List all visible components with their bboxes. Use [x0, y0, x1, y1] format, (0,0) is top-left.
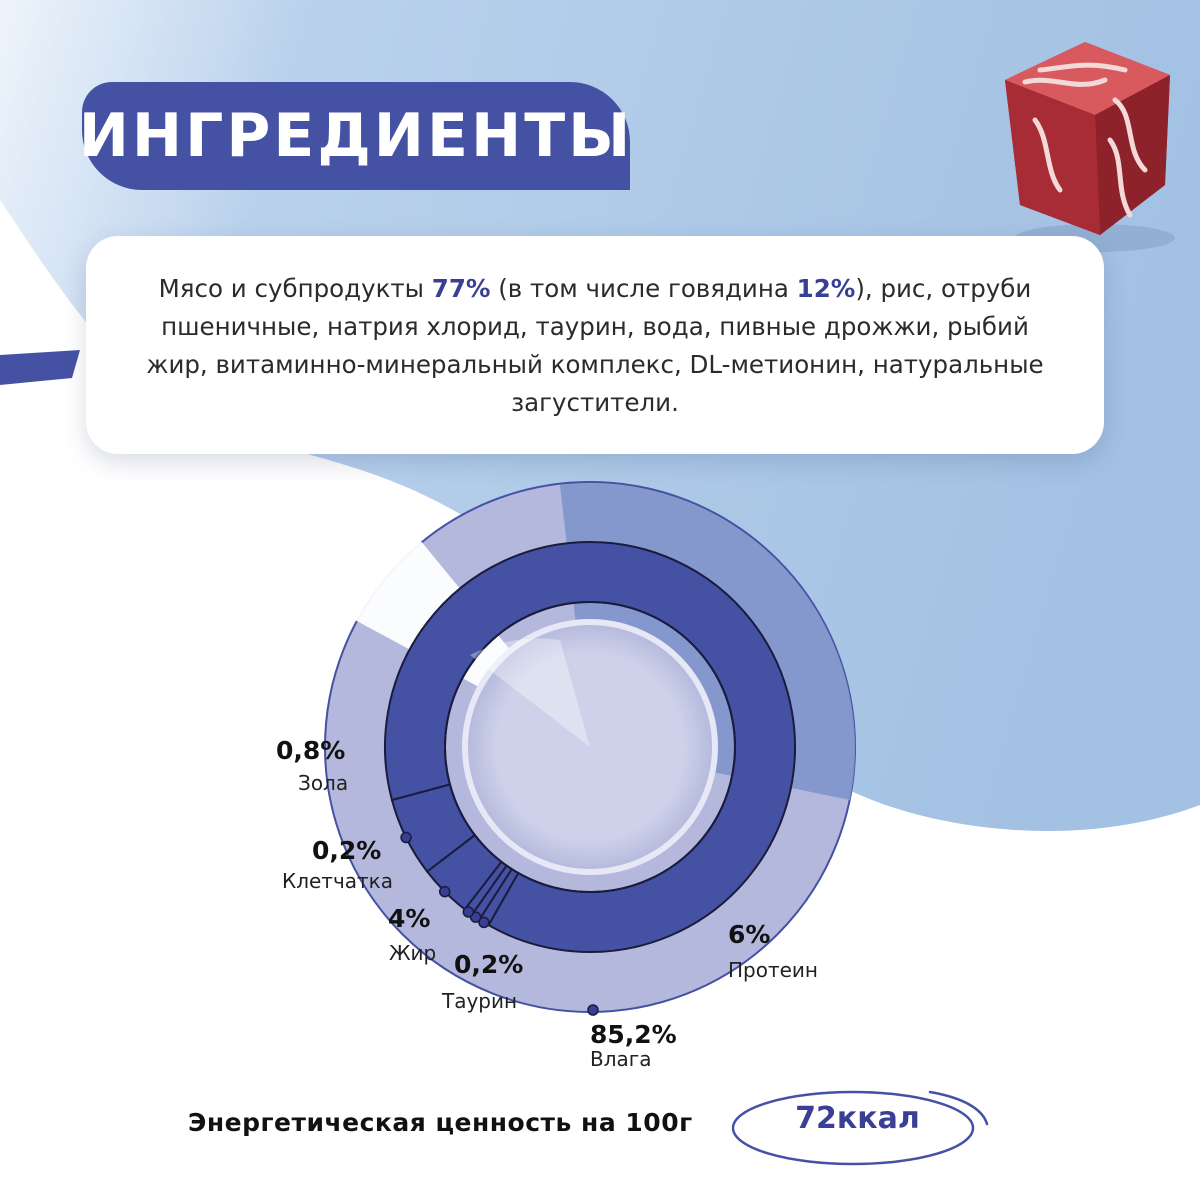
- taurine-label: Таурин: [442, 989, 518, 1013]
- protein-percent: 6%: [728, 920, 771, 949]
- center-shine: [470, 638, 590, 747]
- taurine-percent: 0,2%: [454, 950, 524, 979]
- donut-segments: [384, 541, 796, 953]
- beef-percent: 12%: [796, 274, 856, 303]
- protein-marker: [400, 831, 412, 844]
- ingredients-text-part3: ), рис, отруби пшеничные, натрия хлорид,…: [146, 274, 1044, 417]
- chart-markers: [400, 831, 599, 1016]
- energy-label: Энергетическая ценность на 100г: [188, 1108, 693, 1137]
- zola-marker: [478, 916, 490, 929]
- energy-oval: [731, 1090, 989, 1166]
- protein-label: Протеин: [728, 958, 818, 982]
- energy-value: 72ккал: [795, 1101, 920, 1136]
- donut-center-outline: [444, 601, 736, 893]
- fat-label: Жир: [389, 941, 437, 965]
- fiber-percent: 0,2%: [312, 836, 382, 865]
- moisture-percent: 85,2%: [590, 1020, 677, 1049]
- ingredients-card: Мясо и субпродукты 77% (в том числе говя…: [86, 236, 1104, 454]
- meat-percent: 77%: [431, 274, 491, 303]
- fiber-label: Клетчатка: [282, 869, 393, 893]
- fat-marker: [438, 885, 451, 898]
- zola-percent: 0,8%: [276, 736, 346, 765]
- taurine-marker: [462, 906, 475, 918]
- donut-center: [462, 619, 718, 875]
- page-title: ИНГРЕДИЕНТЫ: [79, 82, 630, 190]
- zola-label: Зола: [298, 771, 349, 795]
- fat-percent: 4%: [388, 904, 431, 933]
- stripe-decoration: [0, 350, 80, 385]
- ingredients-text-part2: (в том числе говядина: [490, 274, 797, 303]
- moisture-marker: [587, 1004, 599, 1016]
- ingredients-text-part1: Мясо и субпродукты: [158, 274, 432, 303]
- moisture-label: Влага: [590, 1047, 652, 1071]
